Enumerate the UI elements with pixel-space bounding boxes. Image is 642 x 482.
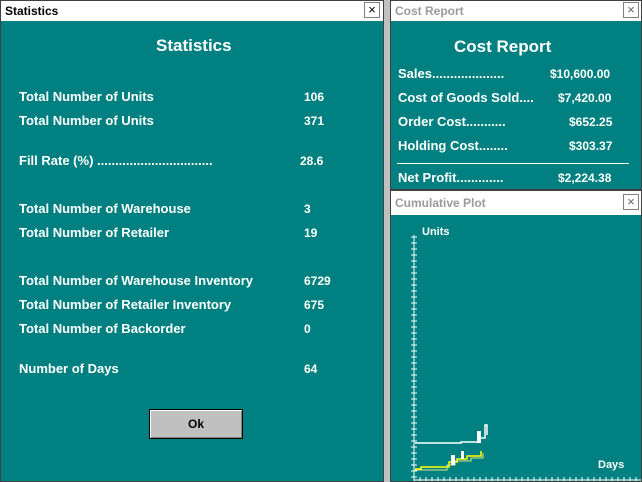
stat-label: Total Number of Units (19, 113, 154, 128)
statistics-titlebar[interactable]: Statistics × (1, 1, 383, 21)
cost-value: $10,600.00 (550, 67, 611, 81)
stat-value: 371 (304, 114, 325, 128)
cost-report-window-title: Cost Report (395, 4, 464, 18)
cost-report-heading: Cost Report (454, 37, 552, 56)
ok-button[interactable]: Ok (149, 409, 243, 439)
statistics-heading: Statistics (156, 36, 232, 55)
stat-value: 675 (304, 298, 325, 312)
stat-value: 19 (304, 226, 318, 240)
stat-value: 6729 (304, 274, 331, 288)
stat-label: Total Number of Backorder (19, 321, 186, 336)
cost-value: $652.25 (569, 115, 613, 129)
cumulative-plot-window: Cumulative Plot × Units Days (390, 190, 642, 482)
y-axis (411, 235, 417, 481)
stat-label: Number of Days (19, 361, 119, 376)
cost-value: $7,420.00 (558, 91, 612, 105)
statistics-window: Statistics × Statistics Total Number of … (0, 0, 384, 482)
y-axis-label: Units (422, 226, 450, 238)
net-profit-value: $2,224.38 (558, 171, 612, 185)
series-bar-white-small-2 (461, 451, 464, 459)
cost-label: Holding Cost........ (398, 138, 508, 153)
cost-report-titlebar[interactable]: Cost Report × (391, 1, 641, 21)
desktop-gap (384, 0, 390, 482)
cost-label: Sales.................... (398, 66, 505, 81)
stat-value: 3 (304, 202, 311, 216)
stat-label: Fill Rate (%) ..........................… (19, 153, 213, 168)
stat-value: 106 (304, 90, 325, 104)
stat-value: 64 (304, 362, 318, 376)
series-bar-white (477, 431, 481, 443)
x-axis (414, 477, 641, 481)
series-bar-white-small (451, 455, 455, 465)
cost-report-window: Cost Report × Cost Report Sales.........… (390, 0, 642, 190)
cumulative-plot-close-icon[interactable]: × (623, 194, 639, 210)
stat-value: 28.6 (300, 154, 324, 168)
cumulative-plot-window-title: Cumulative Plot (395, 196, 486, 210)
x-axis-label: Days (598, 459, 625, 471)
cumulative-plot-canvas (411, 235, 641, 481)
stat-label: Total Number of Warehouse Inventory (19, 273, 254, 288)
cumulative-plot-titlebar[interactable]: Cumulative Plot × (391, 191, 641, 215)
statistics-close-icon[interactable]: × (364, 2, 380, 18)
series-line-white (415, 424, 488, 444)
stat-label: Total Number of Warehouse (19, 201, 191, 216)
cost-report-divider (397, 163, 629, 164)
ok-button-label: Ok (187, 417, 204, 431)
net-profit-label: Net Profit............. (398, 170, 504, 185)
statistics-window-title: Statistics (5, 4, 59, 18)
cost-label: Cost of Goods Sold.... (398, 90, 534, 105)
stat-label: Total Number of Units (19, 89, 154, 104)
cost-value: $303.37 (569, 139, 613, 153)
series-line-yellow (415, 451, 482, 470)
stat-label: Total Number of Retailer Inventory (19, 297, 232, 312)
stat-label: Total Number of Retailer (19, 225, 170, 240)
cost-report-close-icon[interactable]: × (623, 2, 639, 18)
stat-value: 0 (304, 322, 311, 336)
cost-label: Order Cost........... (398, 114, 506, 129)
